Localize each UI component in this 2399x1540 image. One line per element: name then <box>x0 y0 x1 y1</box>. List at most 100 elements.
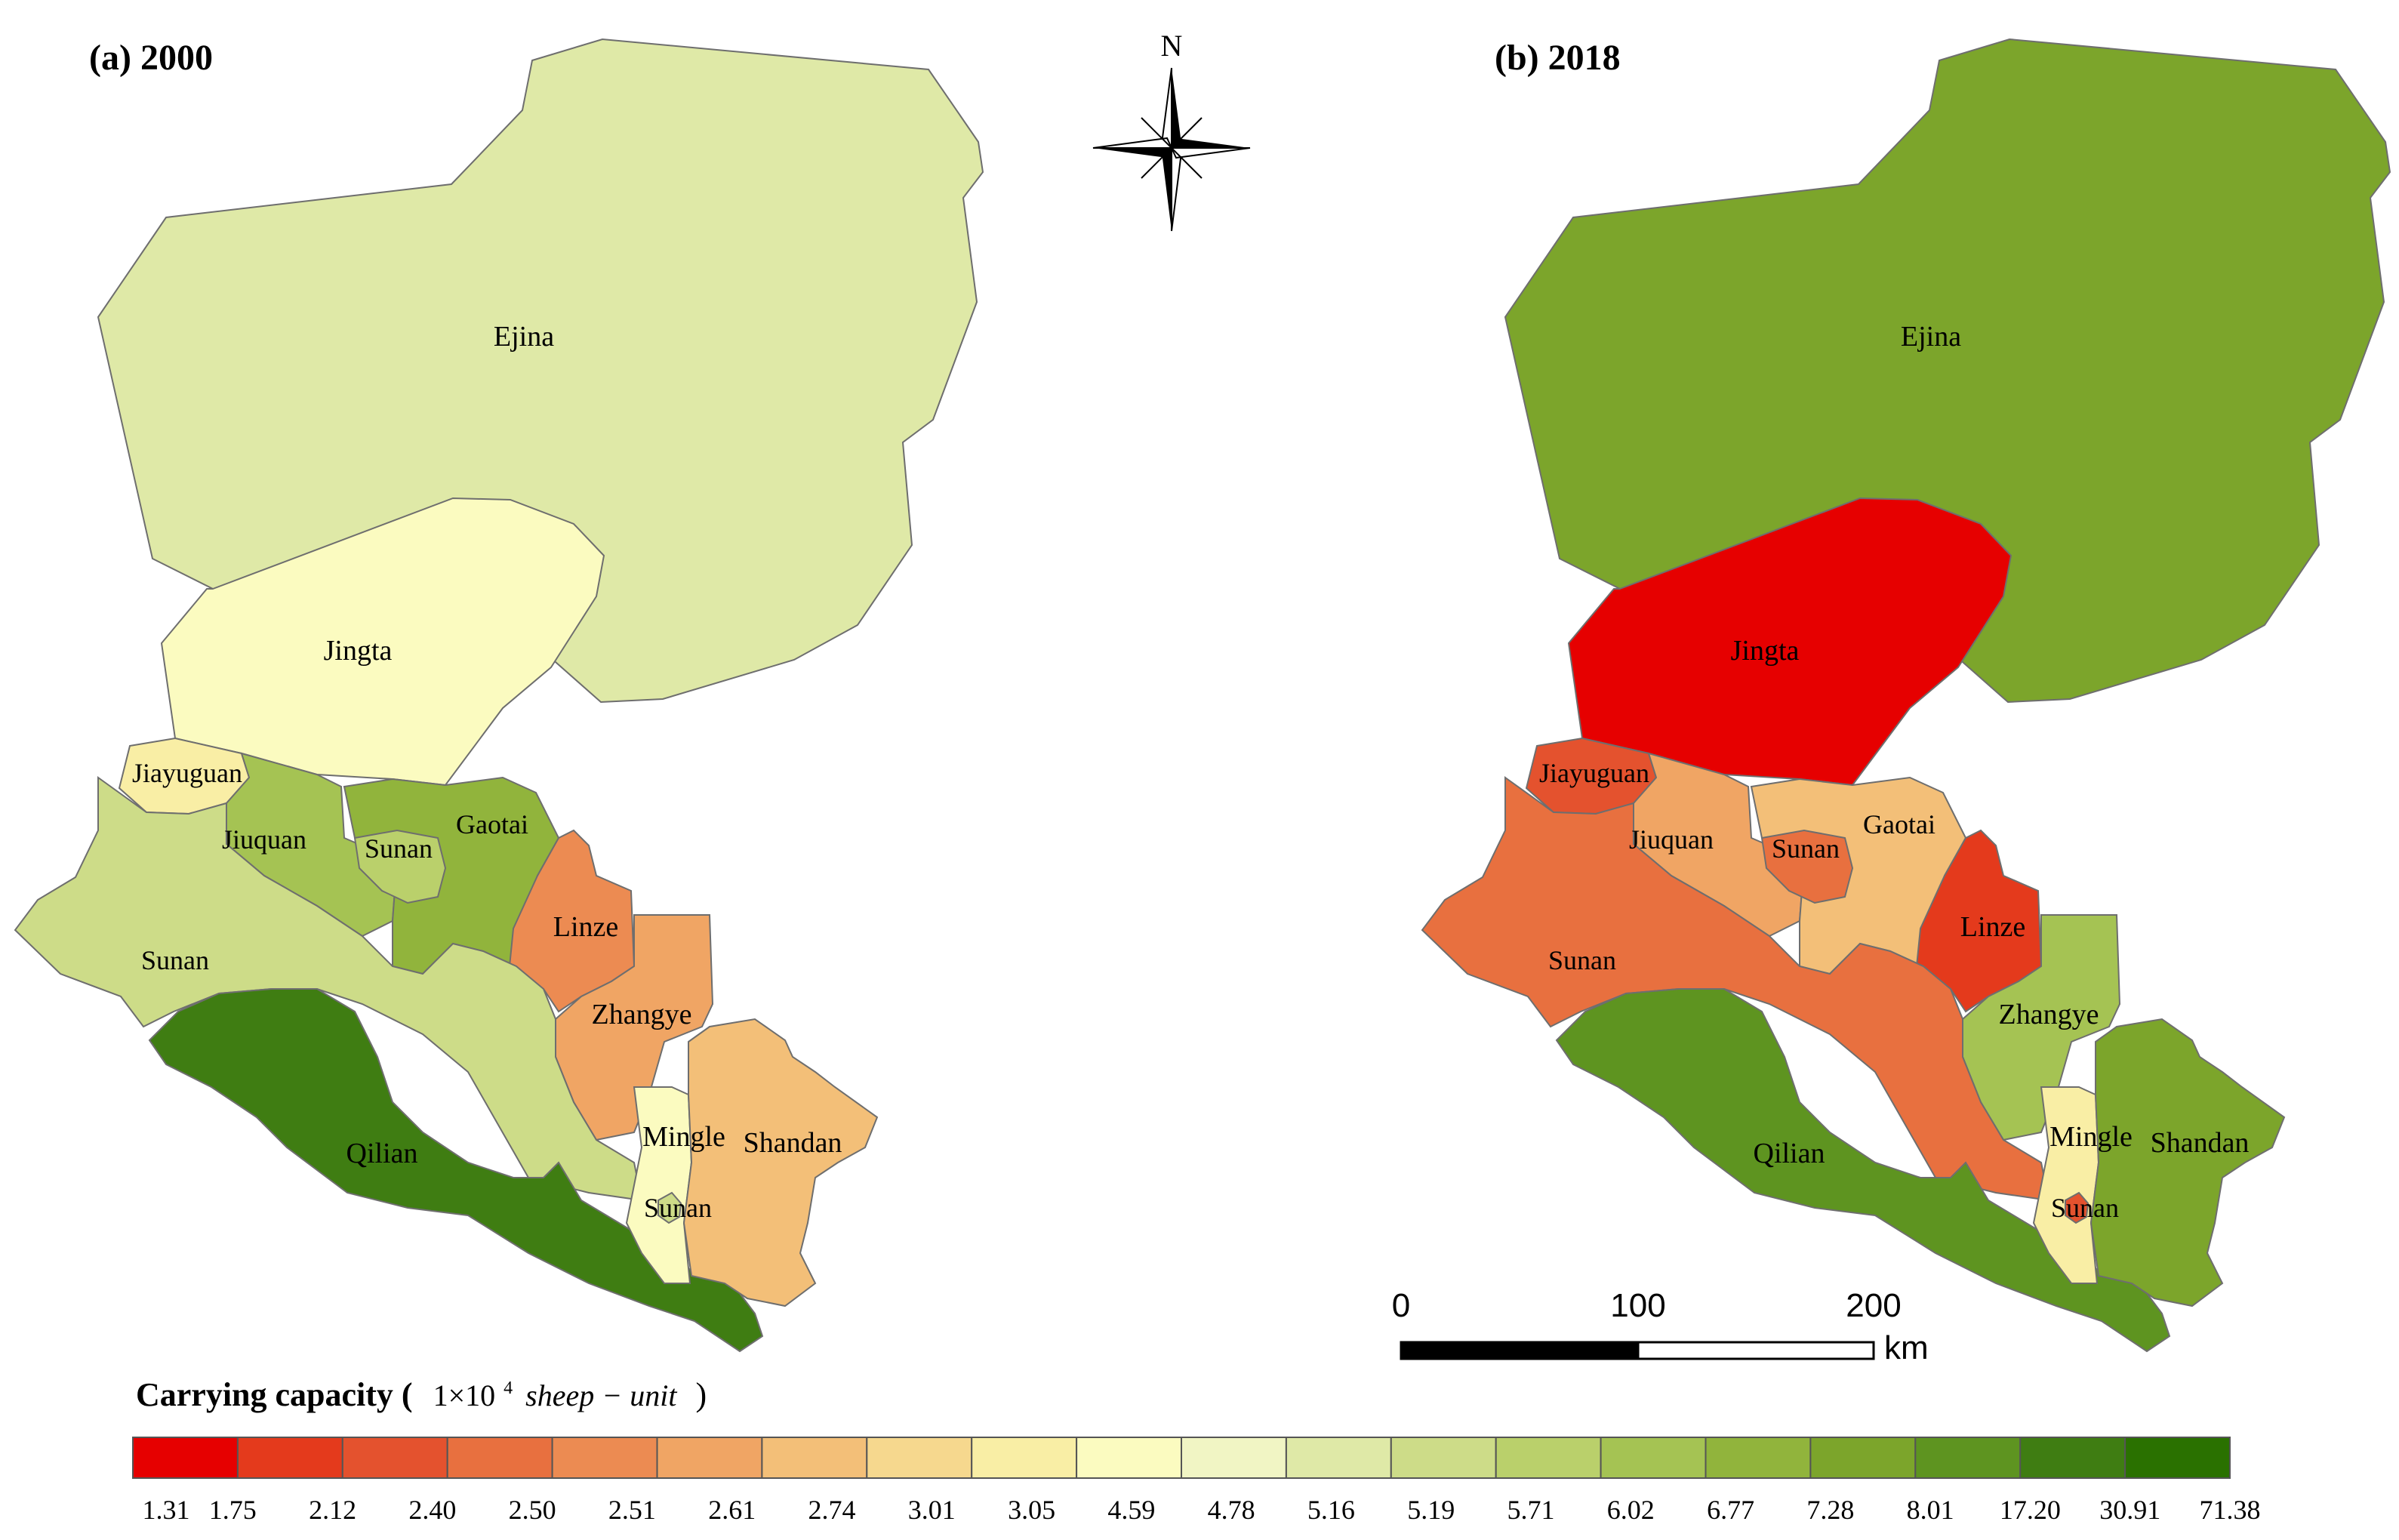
legend-title-exp: 4 <box>504 1378 513 1398</box>
region-label-shandan: Shandan <box>2151 1127 2250 1159</box>
region-label-sunan-b: Sunan <box>141 945 209 975</box>
region-label-mingle: Mingle <box>642 1121 725 1153</box>
legend-tick-label: 2.51 <box>608 1495 656 1525</box>
region-label-sunan-a: Sunan <box>365 833 433 864</box>
panel-label-2000: (a) 2000 <box>89 38 213 78</box>
legend-tick-label: 7.28 <box>1806 1495 1854 1525</box>
legend-swatch <box>1390 1437 1497 1479</box>
region-ejina-2000 <box>97 38 984 704</box>
region-label-jiayuguan: Jiayuguan <box>1539 758 1649 788</box>
legend-swatch <box>1495 1437 1602 1479</box>
legend-tick-label: 30.91 <box>2099 1495 2160 1525</box>
legend-swatch <box>2124 1437 2231 1479</box>
legend-swatch <box>1600 1437 1707 1479</box>
region-label-linze: Linze <box>1960 911 2026 943</box>
legend-labels: 1.31 1.75 2.12 2.40 2.50 2.51 2.61 2.74 3.01 3.05… <box>143 1495 2261 1525</box>
legend-tick-label: 4.59 <box>1107 1495 1155 1525</box>
region-label-gaotai: Gaotai <box>456 809 528 839</box>
legend-tick-label: 2.50 <box>509 1495 556 1525</box>
legend-tick-label: 5.16 <box>1307 1495 1355 1525</box>
panel-label-2018: (b) 2018 <box>1495 38 1621 78</box>
region-label-sunan-b: Sunan <box>1548 945 1616 975</box>
region-label-sunan-a: Sunan <box>1772 833 1840 864</box>
region-label-jingta: Jingta <box>1731 635 1800 667</box>
legend-tick-label: 3.05 <box>1008 1495 1055 1525</box>
region-mingle-2000 <box>625 1086 693 1284</box>
legend-swatch <box>656 1437 763 1479</box>
region-mingle-2018 <box>2032 1086 2100 1284</box>
legend-tick-label: 17.20 <box>2000 1495 2061 1525</box>
legend-swatch <box>446 1437 553 1479</box>
legend-title-unit: 1×10 <box>433 1378 496 1412</box>
scale-unit: km <box>1884 1329 1929 1366</box>
legend-title: Carrying capacity ( 1×10 4 sheep − unit … <box>136 1364 707 1413</box>
legend-title-suffix: ) <box>695 1376 707 1413</box>
map-2018: Ejina Jingta Jiayuguan Jiuquan Sunan Gao… <box>1421 38 2391 1353</box>
legend-tick-label: 6.02 <box>1607 1495 1655 1525</box>
legend-swatch <box>1076 1437 1182 1479</box>
legend-swatch <box>971 1437 1078 1479</box>
region-label-jiuquan: Jiuquan <box>1629 824 1714 855</box>
region-label-sunan-c: Sunan <box>644 1193 712 1223</box>
region-label-sunan-c: Sunan <box>2051 1193 2119 1223</box>
region-label-mingle: Mingle <box>2049 1121 2133 1153</box>
region-jingta-2000 <box>160 497 605 787</box>
legend-tick-label: 5.19 <box>1407 1495 1455 1525</box>
legend-tick-label: 2.74 <box>808 1495 856 1525</box>
region-label-qilian: Qilian <box>346 1138 418 1169</box>
legend-tick-label: 4.78 <box>1208 1495 1255 1525</box>
legend-swatch <box>866 1437 973 1479</box>
legend-swatch <box>132 1437 239 1479</box>
legend-swatch <box>1809 1437 1917 1479</box>
legend-tick-label: 8.01 <box>1907 1495 1954 1525</box>
legend-swatches <box>132 1437 2231 1479</box>
region-label-qilian: Qilian <box>1754 1138 1825 1169</box>
legend-title-prefix: Carrying capacity ( <box>136 1376 413 1413</box>
legend-swatch <box>1181 1437 1287 1479</box>
scale-tick-0: 0 <box>1392 1287 1410 1324</box>
region-label-ejina: Ejina <box>494 321 554 353</box>
north-label: N <box>1161 29 1183 63</box>
legend-tick-label: 2.12 <box>309 1495 356 1525</box>
region-label-gaotai: Gaotai <box>1863 809 1936 839</box>
region-label-zhangye: Zhangye <box>592 999 692 1030</box>
region-shandan-2018 <box>2090 1018 2286 1307</box>
legend-swatch <box>1285 1437 1392 1479</box>
legend-tick-label: 1.75 <box>209 1495 257 1525</box>
region-shandan-2000 <box>682 1018 879 1307</box>
legend: Carrying capacity ( 1×10 4 sheep − unit … <box>132 1364 2261 1525</box>
legend-tick-label: 3.01 <box>908 1495 956 1525</box>
region-label-jiuquan: Jiuquan <box>222 824 306 855</box>
legend-tick-label: 5.71 <box>1507 1495 1555 1525</box>
region-sunan-large-2018 <box>1421 776 2050 1202</box>
region-sunan-large-2000 <box>14 776 643 1202</box>
legend-swatch <box>761 1437 868 1479</box>
legend-swatch <box>551 1437 658 1479</box>
region-label-jingta: Jingta <box>324 635 393 667</box>
legend-tick-label: 6.77 <box>1707 1495 1754 1525</box>
legend-tick-label: 2.40 <box>408 1495 456 1525</box>
region-label-ejina: Ejina <box>1901 321 1961 353</box>
scale-bar: 0 100 200 km <box>1392 1287 1929 1366</box>
legend-tick-label: 2.61 <box>708 1495 756 1525</box>
legend-swatch <box>236 1437 343 1479</box>
region-sunan-tiny-2018 <box>2065 1191 2090 1224</box>
region-label-jiayuguan: Jiayuguan <box>132 758 242 788</box>
legend-tick-label: 1.31 <box>143 1495 190 1525</box>
legend-swatch <box>1705 1437 1812 1479</box>
region-sunan-tiny-2000 <box>657 1191 682 1224</box>
scale-tick-200: 200 <box>1846 1287 1901 1324</box>
region-sunan-small-2000 <box>353 829 447 904</box>
scale-tick-100: 100 <box>1610 1287 1665 1324</box>
legend-swatch <box>341 1437 448 1479</box>
region-sunan-small-2018 <box>1760 829 1854 904</box>
legend-swatch <box>1914 1437 2022 1479</box>
legend-title-var: sheep − unit <box>525 1378 677 1412</box>
map-2000: Ejina Jingta Jiayuguan Jiuquan Sunan Gao… <box>14 38 984 1353</box>
region-label-zhangye: Zhangye <box>1999 999 2099 1030</box>
legend-swatch <box>2019 1437 2126 1479</box>
north-arrow-icon: N <box>1092 29 1251 232</box>
legend-tick-label: 71.38 <box>2200 1495 2261 1525</box>
region-label-linze: Linze <box>553 911 619 943</box>
